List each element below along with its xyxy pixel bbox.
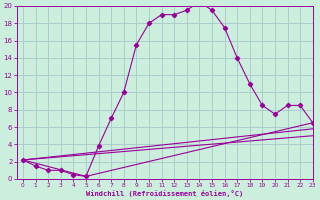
X-axis label: Windchill (Refroidissement éolien,°C): Windchill (Refroidissement éolien,°C) <box>86 190 243 197</box>
